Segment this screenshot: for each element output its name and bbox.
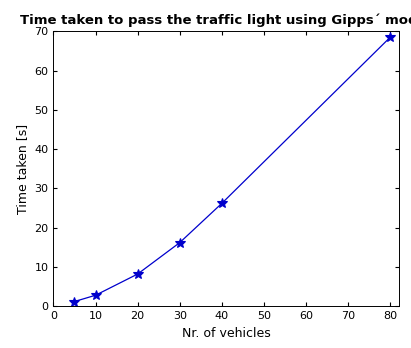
Title: Time taken to pass the traffic light using Gipps´ model: Time taken to pass the traffic light usi… <box>21 14 411 27</box>
X-axis label: Nr. of vehicles: Nr. of vehicles <box>182 327 270 340</box>
Y-axis label: Time taken [s]: Time taken [s] <box>16 124 29 214</box>
